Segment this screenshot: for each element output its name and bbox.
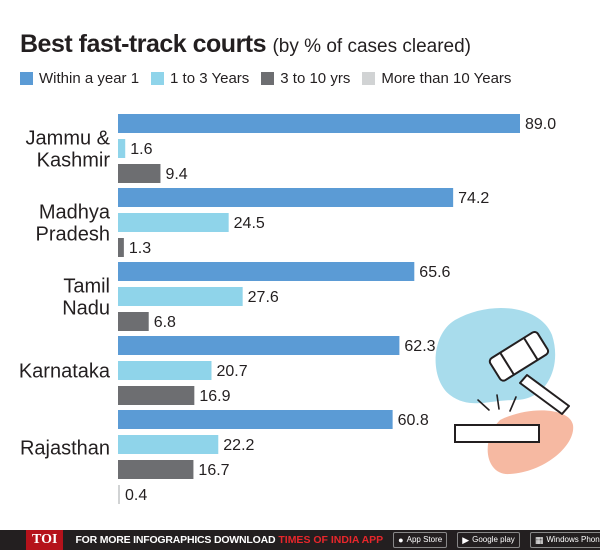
bar bbox=[118, 262, 415, 281]
bar bbox=[118, 312, 149, 331]
data-label: 16.9 bbox=[199, 388, 230, 405]
legend-item-3-to-10-yrs: 3 to 10 yrs bbox=[261, 70, 350, 87]
toi-logo: TOI bbox=[26, 530, 64, 550]
chart-title-main: Best fast-track courts bbox=[20, 30, 267, 58]
category-label: Tamil bbox=[63, 276, 110, 298]
legend-swatch bbox=[261, 72, 275, 85]
gavel-icon bbox=[435, 308, 574, 475]
google-play-label: Google play bbox=[472, 535, 515, 544]
gavel-head bbox=[488, 330, 550, 382]
data-label: 74.2 bbox=[458, 190, 489, 207]
legend-swatch bbox=[151, 72, 165, 85]
bar bbox=[118, 213, 229, 232]
bar bbox=[118, 114, 520, 133]
bar bbox=[118, 460, 194, 479]
bar bbox=[118, 336, 400, 355]
data-label: 62.3 bbox=[404, 338, 435, 355]
gavel-handle bbox=[519, 374, 570, 415]
data-label: 0.4 bbox=[125, 487, 147, 504]
bar bbox=[118, 361, 212, 380]
bar bbox=[118, 287, 243, 306]
footer-text: FOR MORE INFOGRAPHICS DOWNLOAD bbox=[75, 534, 276, 546]
legend-swatch bbox=[20, 72, 33, 85]
category-label: Nadu bbox=[62, 298, 110, 320]
data-label: 65.6 bbox=[419, 264, 450, 281]
chart-title: Best fast-track courts (by % of cases cl… bbox=[20, 30, 471, 59]
legend-label: 3 to 10 yrs bbox=[280, 70, 351, 87]
bar bbox=[118, 139, 126, 158]
bar bbox=[118, 238, 124, 257]
data-label: 16.7 bbox=[198, 462, 229, 479]
legend-item-more-than-10-years: More than 10 Years bbox=[362, 70, 511, 87]
bar bbox=[118, 435, 219, 454]
app-store-label: App Store bbox=[406, 535, 443, 544]
category-label: Kashmir bbox=[37, 150, 111, 172]
legend-item-1-to-3-years: 1 to 3 Years bbox=[151, 70, 249, 87]
bar bbox=[118, 188, 454, 207]
legend-label: 1 to 3 Years bbox=[170, 70, 250, 87]
category-label: Madhya bbox=[39, 202, 111, 224]
category-label: Rajasthan bbox=[20, 438, 110, 460]
data-label: 89.0 bbox=[525, 116, 556, 133]
impact-lines bbox=[477, 394, 517, 412]
data-label: 1.3 bbox=[129, 240, 151, 257]
category-label: Jammu & bbox=[26, 128, 111, 150]
data-label: 60.8 bbox=[398, 412, 429, 429]
windows-phone-label: Windows Phone bbox=[546, 535, 600, 544]
data-label: 24.5 bbox=[234, 215, 265, 232]
chart-legend: Within a year 1 1 to 3 Years 3 to 10 yrs… bbox=[20, 70, 523, 87]
data-label: 20.7 bbox=[216, 363, 247, 380]
footer-app-name[interactable]: TIMES OF INDIA APP bbox=[278, 534, 384, 546]
category-label: Karnataka bbox=[19, 361, 111, 383]
google-play-badge[interactable]: ▶ Google play bbox=[457, 532, 520, 548]
data-label: 22.2 bbox=[223, 437, 254, 454]
footer-banner: TOI FOR MORE INFOGRAPHICS DOWNLOAD TIMES… bbox=[0, 530, 600, 550]
bar bbox=[118, 164, 161, 183]
play-icon: ▶ bbox=[462, 535, 470, 545]
data-label: 1.6 bbox=[130, 141, 152, 158]
gavel-block bbox=[454, 424, 540, 443]
apple-icon: ● bbox=[398, 535, 404, 545]
data-label: 6.8 bbox=[154, 314, 176, 331]
legend-item-within-a-year: Within a year 1 bbox=[20, 70, 139, 87]
legend-swatch bbox=[362, 72, 376, 85]
data-label: 9.4 bbox=[165, 166, 187, 183]
bar bbox=[118, 386, 195, 405]
windows-icon: ▦ bbox=[534, 535, 544, 545]
data-label: 27.6 bbox=[248, 289, 279, 306]
category-label: Pradesh bbox=[36, 224, 111, 246]
legend-label: More than 10 Years bbox=[381, 70, 512, 87]
bar bbox=[118, 410, 393, 429]
windows-phone-badge[interactable]: ▦ Windows Phone bbox=[529, 532, 600, 548]
legend-label: Within a year 1 bbox=[39, 70, 140, 87]
bar bbox=[118, 485, 120, 504]
app-store-badge[interactable]: ● App Store bbox=[393, 532, 448, 548]
chart-subtitle: (by % of cases cleared) bbox=[272, 36, 472, 57]
